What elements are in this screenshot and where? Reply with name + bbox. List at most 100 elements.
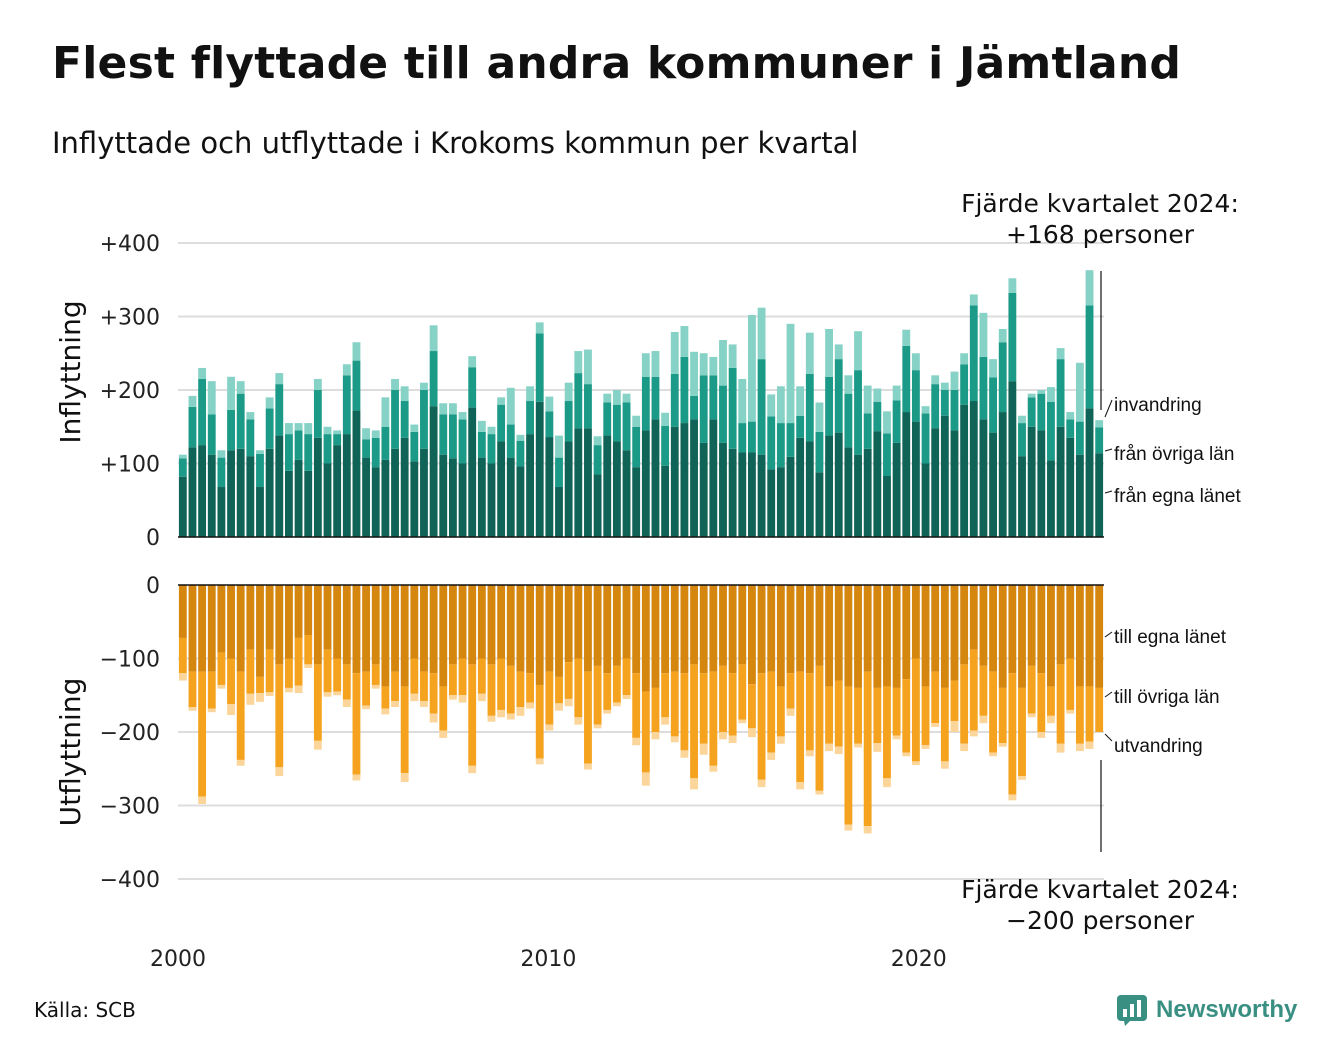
bar-in-own (294, 459, 303, 537)
bar-out-abroad (1008, 794, 1017, 801)
source-note: Källa: SCB (34, 998, 136, 1022)
bar-out-other (1047, 686, 1055, 716)
bar-out-own (198, 585, 207, 672)
bar-in-abroad (198, 367, 207, 379)
bar-out-other (487, 664, 496, 716)
bar-in-other (535, 333, 544, 402)
bar-in-other (1018, 423, 1026, 457)
bar-in-abroad (555, 435, 563, 458)
bar-in-abroad (391, 378, 399, 390)
bar-in-other (622, 402, 631, 451)
bar-out-abroad (487, 715, 496, 722)
newsworthy-logo[interactable]: Newsworthy (1116, 994, 1297, 1026)
bar-out-other (767, 671, 776, 753)
bar-in-other (564, 401, 573, 442)
bar-in-own (564, 441, 573, 537)
bar-in-abroad (873, 388, 882, 402)
bar-out-other (670, 671, 679, 737)
bar-in-other (921, 413, 930, 464)
bar-in-other (757, 359, 766, 455)
bar-in-other (873, 401, 882, 432)
bar-out-abroad (825, 743, 834, 752)
bar-out-abroad (304, 664, 313, 669)
bar-in-own (940, 415, 949, 537)
bar-out-abroad (854, 743, 862, 748)
bar-out-other (883, 686, 891, 779)
bar-in-other (854, 370, 862, 455)
ytick-label: +400 (100, 232, 160, 257)
bar-out-abroad (526, 702, 534, 709)
bar-in-abroad (834, 344, 843, 360)
bar-in-own (468, 407, 477, 537)
bar-out-own (873, 585, 882, 688)
bar-out-abroad (535, 758, 544, 765)
bar-out-other (921, 686, 930, 746)
bar-out-other (738, 664, 747, 720)
bar-in-abroad (651, 351, 660, 377)
bar-out-own (265, 585, 274, 650)
bar-in-own (786, 456, 795, 537)
bar-out-other (989, 671, 997, 753)
bar-out-abroad (690, 778, 698, 790)
bar-out-own (661, 585, 670, 674)
bar-in-abroad (256, 450, 264, 454)
bar-in-own (198, 445, 207, 537)
bar-out-abroad (410, 693, 419, 702)
bar-out-own (227, 585, 235, 659)
bar-in-abroad (757, 307, 766, 360)
ytick-label: +300 (100, 306, 160, 331)
bar-in-abroad (487, 426, 496, 435)
bar-in-abroad (227, 376, 235, 410)
bar-in-own (448, 458, 457, 537)
bar-out-other (178, 637, 187, 674)
bar-in-other (728, 367, 737, 449)
bar-in-abroad (564, 382, 573, 402)
bar-out-abroad (1085, 741, 1094, 749)
bar-out-own (989, 585, 997, 672)
bar-in-abroad (448, 403, 457, 415)
bar-in-other (323, 434, 332, 464)
bar-out-other (593, 665, 602, 725)
bar-in-other (786, 423, 795, 457)
bar-out-own (285, 585, 293, 659)
bar-in-other (574, 373, 583, 429)
bar-in-other (1027, 397, 1036, 427)
bar-out-other (391, 671, 399, 702)
bar-out-abroad (593, 724, 602, 729)
bar-in-abroad (911, 353, 920, 371)
bar-out-own (429, 585, 438, 674)
bar-out-abroad (989, 752, 997, 757)
bar-out-abroad (381, 708, 390, 715)
bar-out-own (834, 585, 843, 681)
bar-out-other (805, 673, 814, 751)
bar-in-own (1037, 430, 1046, 537)
bar-out-abroad (651, 732, 660, 740)
bar-in-other (236, 393, 245, 449)
inflyttning-bars (178, 270, 1104, 537)
bar-out-own (217, 585, 226, 653)
bar-out-abroad (1075, 743, 1084, 752)
bar-out-abroad (960, 743, 969, 752)
bar-out-other (825, 686, 834, 744)
bar-out-abroad (738, 719, 747, 724)
annotation-in-line2: +168 personer (1006, 220, 1195, 249)
bar-out-own (487, 585, 496, 665)
bar-out-other (227, 658, 235, 705)
bar-in-other (863, 413, 872, 449)
bar-in-own (1018, 456, 1026, 537)
bar-in-own (699, 442, 708, 537)
bar-in-other (352, 360, 361, 411)
bar-in-own (854, 454, 862, 537)
bar-in-own (709, 419, 718, 537)
bar-out-abroad (246, 693, 255, 705)
bar-in-abroad (641, 353, 650, 377)
bar-out-other (468, 664, 477, 766)
bar-in-abroad (738, 378, 747, 424)
bar-in-abroad (661, 412, 670, 427)
bar-in-own (362, 457, 371, 537)
bar-out-own (362, 585, 371, 672)
bar-in-abroad (420, 382, 428, 390)
bar-out-abroad (285, 687, 293, 693)
bar-out-other (342, 664, 351, 700)
bar-in-own (535, 401, 544, 537)
